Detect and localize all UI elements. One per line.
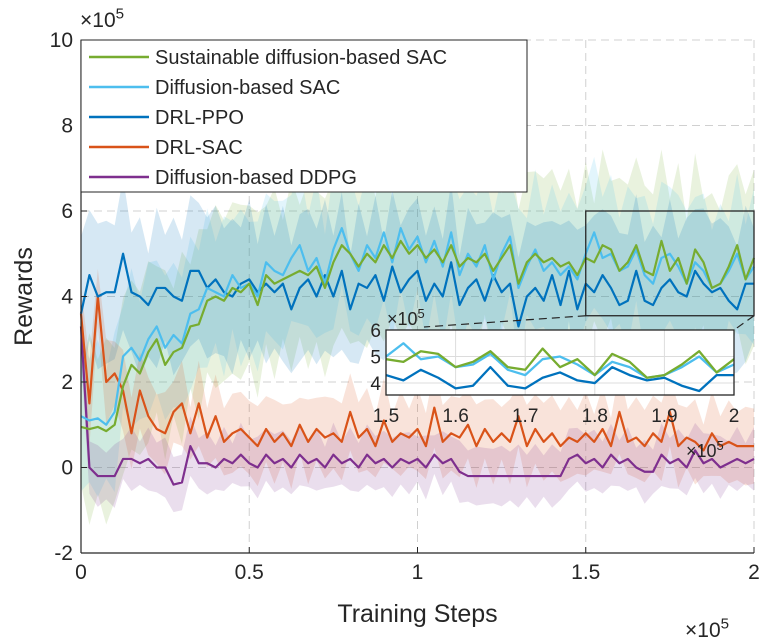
legend-label: DRL-SAC bbox=[155, 137, 243, 159]
inset-y-tick-label: 5 bbox=[370, 348, 381, 369]
x-exponent-label: ×105 bbox=[685, 616, 729, 640]
inset-y-tick-label: 4 bbox=[370, 374, 381, 395]
y-exponent-label: ×105 bbox=[80, 6, 124, 32]
series-line bbox=[80, 227, 755, 426]
inset-x-tick-label: 1.8 bbox=[582, 406, 608, 427]
legend-label: Sustainable diffusion-based SAC bbox=[155, 47, 447, 69]
inset-frame bbox=[385, 329, 735, 396]
inset-series-line bbox=[386, 342, 734, 379]
series-line bbox=[79, 295, 754, 452]
y-tick-label: 6 bbox=[61, 200, 73, 223]
zoom-connector bbox=[733, 315, 755, 331]
legend: Sustainable diffusion-based SAC Diffusion… bbox=[80, 39, 528, 193]
y-tick-label: 4 bbox=[61, 286, 73, 309]
inset-x-tick-label: 1.9 bbox=[651, 406, 677, 427]
inset-chart: 1.5 1.6 1.7 1.8 1.9 2 4 5 6 bbox=[370, 321, 739, 427]
inset-y-exponent-label: ×105 bbox=[387, 306, 425, 329]
series-lines bbox=[79, 227, 756, 486]
y-axis-label: Rewards bbox=[10, 247, 38, 346]
x-axis-label: Training Steps bbox=[337, 600, 497, 628]
legend-label: Diffusion-based SAC bbox=[155, 77, 340, 99]
legend-box bbox=[80, 39, 528, 193]
x-tick-label: 0 bbox=[75, 561, 87, 584]
inset-series-line bbox=[386, 347, 734, 379]
x-tick-label: 1.5 bbox=[571, 561, 600, 584]
band-4 bbox=[81, 297, 754, 513]
x-tick-label: 1 bbox=[412, 561, 424, 584]
y-tick-label: 8 bbox=[61, 115, 73, 138]
x-tick-label: 2 bbox=[748, 561, 760, 584]
inset-x-tick-label: 1.7 bbox=[512, 406, 538, 427]
y-tick-label: 10 bbox=[50, 29, 73, 52]
legend-label: Diffusion-based DDPG bbox=[155, 167, 357, 189]
inset-series-line bbox=[386, 365, 734, 393]
zoom-region-box bbox=[585, 210, 755, 317]
series-line bbox=[79, 252, 754, 328]
y-tick-label: 0 bbox=[61, 457, 73, 480]
y-tick-label: 2 bbox=[61, 371, 73, 394]
legend-label: DRL-PPO bbox=[155, 107, 244, 129]
x-tick-label: 0.5 bbox=[235, 561, 264, 584]
inset-x-tick-label: 1.6 bbox=[442, 406, 468, 427]
inset-x-tick-label: 1.5 bbox=[373, 406, 399, 427]
series-line bbox=[80, 239, 756, 433]
inset-x-exponent-label: ×105 bbox=[686, 438, 724, 461]
inset-lines bbox=[386, 342, 734, 393]
inset-x-tick-label: 2 bbox=[729, 406, 740, 427]
series-line bbox=[79, 326, 755, 486]
zoom-connector bbox=[423, 315, 586, 328]
inset-y-tick-label: 6 bbox=[370, 321, 381, 342]
y-tick-label: -2 bbox=[54, 542, 73, 565]
